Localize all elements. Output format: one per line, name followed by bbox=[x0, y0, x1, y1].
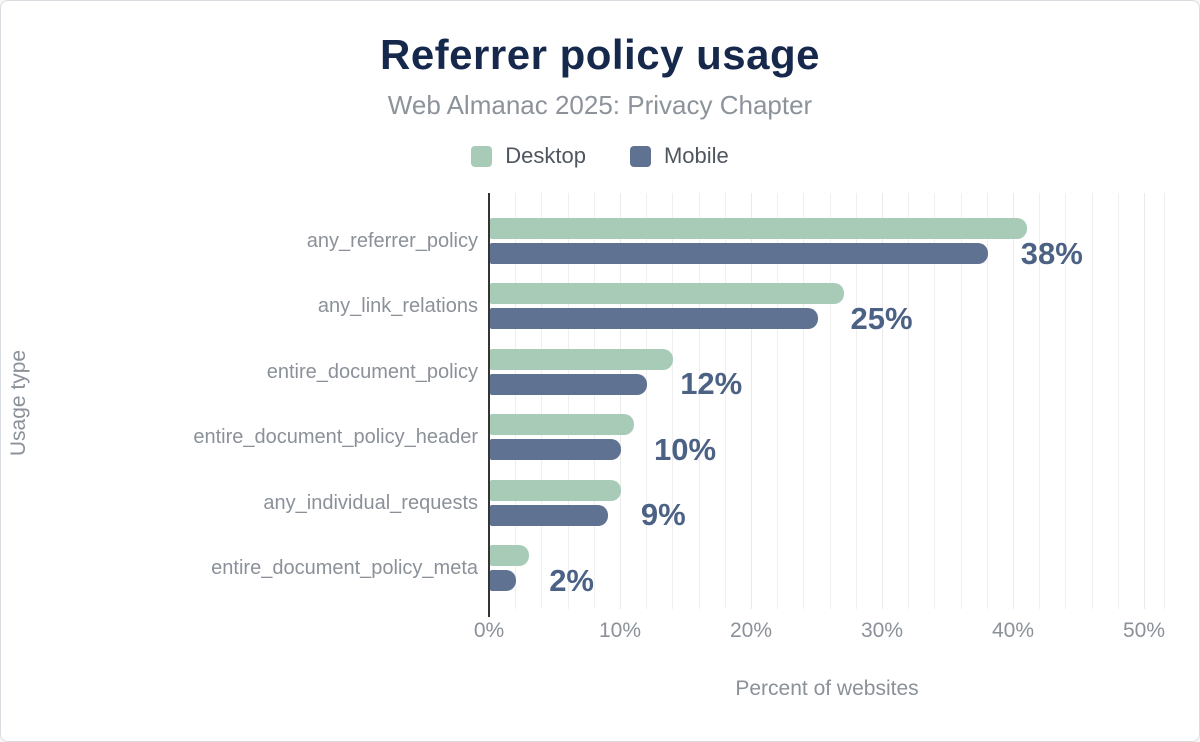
gridline bbox=[541, 193, 543, 609]
mobile-swatch bbox=[629, 145, 651, 167]
gridline bbox=[672, 193, 674, 609]
legend-item-desktop: Desktop bbox=[471, 143, 586, 169]
x-axis-title: Percent of websites bbox=[735, 677, 919, 700]
gridline bbox=[593, 193, 595, 609]
gridline bbox=[1065, 193, 1067, 609]
gridline bbox=[646, 193, 648, 609]
gridline bbox=[882, 193, 883, 609]
category-label: entire_document_policy bbox=[266, 360, 478, 383]
gridline bbox=[908, 193, 910, 609]
mobile-bar bbox=[490, 243, 988, 264]
gridline bbox=[777, 193, 779, 609]
chart-title: Referrer policy usage bbox=[379, 31, 820, 78]
x-axis-tick-label: 10% bbox=[598, 619, 642, 642]
desktop-bar bbox=[490, 283, 844, 305]
x-axis-tick-label: 30% bbox=[860, 619, 904, 642]
gridline bbox=[751, 193, 752, 609]
desktop-bar bbox=[490, 218, 1028, 239]
gridline bbox=[829, 193, 831, 609]
gridline bbox=[698, 193, 700, 609]
desktop-bar bbox=[490, 479, 621, 501]
category-label: any_individual_requests bbox=[263, 491, 478, 514]
desktop-bar bbox=[490, 545, 530, 566]
mobile-bar bbox=[490, 570, 517, 591]
plot-area: 38% 25% 12% 10% 9% 2% bbox=[488, 193, 1165, 617]
gridline bbox=[567, 193, 569, 609]
value-label: 12% bbox=[680, 366, 743, 402]
plot-right-edge bbox=[1164, 193, 1165, 609]
gridline bbox=[1039, 193, 1041, 609]
legend-label-mobile: Mobile bbox=[663, 143, 729, 168]
gridline bbox=[1091, 193, 1093, 609]
chart-subtitle: Web Almanac 2025: Privacy Chapter bbox=[387, 90, 813, 120]
value-label: 38% bbox=[1020, 235, 1083, 271]
gridline bbox=[620, 193, 621, 609]
gridline bbox=[1117, 193, 1119, 609]
x-axis-tick-label: 0% bbox=[473, 619, 505, 642]
x-axis-tick-label: 50% bbox=[1122, 619, 1166, 642]
category-label: any_referrer_policy bbox=[306, 230, 478, 252]
category-label: any_link_relations bbox=[317, 295, 478, 318]
y-axis-line bbox=[488, 193, 490, 617]
x-axis-tick-label: 40% bbox=[991, 619, 1035, 642]
desktop-bar bbox=[490, 348, 674, 370]
gridline bbox=[1144, 193, 1145, 609]
gridline bbox=[1013, 193, 1014, 609]
gridline bbox=[724, 193, 726, 609]
value-label: 2% bbox=[549, 562, 594, 598]
x-axis-tick-labels: 0% 10% 20% 30% 40% 50% bbox=[474, 617, 1189, 645]
category-label: entire_document_policy_header bbox=[193, 426, 478, 449]
gridline bbox=[960, 193, 962, 609]
value-label: 9% bbox=[640, 497, 686, 533]
gridline bbox=[803, 193, 805, 609]
gridline bbox=[855, 193, 857, 609]
value-label: 10% bbox=[654, 431, 717, 467]
mobile-bar bbox=[490, 308, 818, 330]
value-label: 25% bbox=[850, 300, 913, 336]
desktop-swatch bbox=[471, 145, 493, 167]
gridline bbox=[515, 193, 517, 609]
legend-item-mobile: Mobile bbox=[629, 143, 729, 169]
mobile-bar bbox=[490, 439, 621, 461]
legend: Desktop Mobile bbox=[1, 143, 1199, 169]
legend-label-desktop: Desktop bbox=[505, 143, 586, 168]
gridline bbox=[986, 193, 988, 609]
category-label: entire_document_policy_meta bbox=[211, 557, 478, 579]
mobile-bar bbox=[490, 373, 648, 395]
mobile-bar bbox=[490, 504, 608, 526]
desktop-bar bbox=[490, 414, 635, 436]
gridline bbox=[934, 193, 936, 609]
y-axis-title: Usage type bbox=[7, 349, 30, 457]
x-axis-tick-label: 20% bbox=[729, 619, 773, 642]
